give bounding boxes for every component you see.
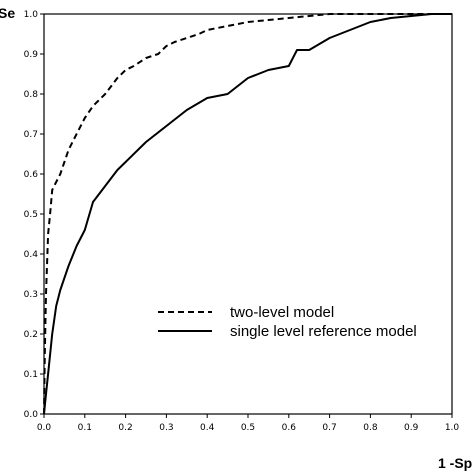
y-tick-label: 1.0 (24, 10, 39, 20)
y-tick-label: 0.7 (24, 130, 38, 140)
axes (43, 13, 453, 415)
y-tick-label: 0.8 (24, 90, 39, 100)
two-level-model-line (43, 13, 452, 415)
y-tick-label: 0.6 (24, 170, 39, 180)
y-tick-label: 0.1 (24, 370, 38, 380)
single-level-model-line (43, 13, 452, 415)
x-tick-label: 0.1 (78, 423, 92, 433)
x-tick-label: 0.9 (404, 423, 419, 433)
x-tick-label: 0.8 (363, 423, 378, 433)
y-tick-label: 0.3 (24, 290, 38, 300)
x-tick-label: 0.3 (159, 423, 173, 433)
plot-frame (43, 13, 453, 415)
legend-label: single level reference model (230, 323, 417, 340)
y-axis-title: Se (0, 5, 15, 21)
y-tick-label: 0.9 (24, 50, 39, 60)
y-tick-label: 0.4 (24, 250, 39, 260)
y-tick-label: 0.2 (24, 330, 38, 340)
x-tick-label: 0.5 (241, 423, 255, 433)
y-axis-ticks: 0.0 0.1 0.2 0.3 0.4 0.5 0.6 0.7 0.8 0.9 1.0 (24, 10, 44, 420)
x-axis-title: 1 -Sp (438, 455, 472, 471)
x-tick-label: 0.6 (282, 423, 297, 433)
x-tick-label: 0.2 (118, 423, 132, 433)
x-tick-label: 1.0 (445, 423, 460, 433)
legend-label: two-level model (230, 304, 334, 321)
x-axis-ticks: 0.0 0.1 0.2 0.3 0.4 0.5 0.6 0.7 0.8 0.9 1.0 (37, 414, 460, 433)
x-tick-label: 0.7 (322, 423, 336, 433)
y-tick-label: 0.5 (24, 210, 38, 220)
series-layer (43, 13, 452, 415)
x-tick-label: 0.0 (37, 423, 52, 433)
y-tick-label: 0.0 (24, 410, 39, 420)
legend: two-level model single level reference mo… (158, 304, 417, 340)
x-tick-label: 0.4 (200, 423, 215, 433)
